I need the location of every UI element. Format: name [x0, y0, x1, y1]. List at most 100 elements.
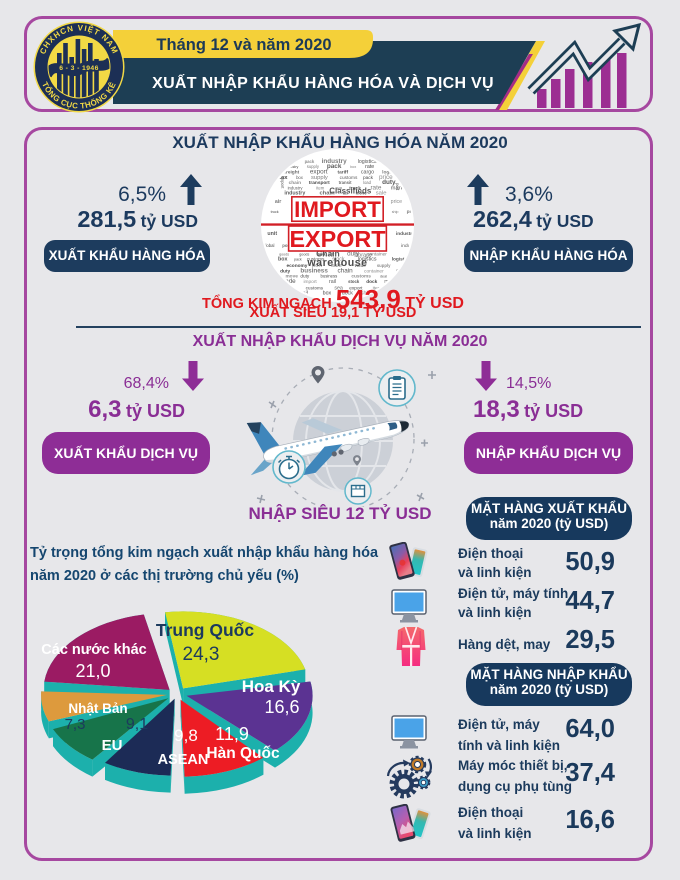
- svg-text:customs: customs: [340, 175, 358, 181]
- svg-text:Hàn Quốc: Hàn Quốc: [206, 745, 280, 762]
- svg-text:duty: duty: [382, 179, 396, 186]
- svg-text:rail: rail: [329, 279, 336, 285]
- svg-text:16,6: 16,6: [264, 697, 299, 717]
- svg-text:pack: pack: [363, 175, 374, 181]
- svg-text:duty: duty: [347, 250, 360, 257]
- svg-text:business: business: [321, 274, 338, 279]
- svg-text:air: air: [329, 251, 335, 257]
- svg-text:EU: EU: [102, 737, 123, 754]
- svg-text:move: move: [285, 275, 298, 280]
- svg-text:deal: deal: [380, 275, 387, 279]
- svg-text:freight: freight: [284, 169, 299, 175]
- svg-text:9,8: 9,8: [174, 726, 198, 745]
- svg-text:market: market: [391, 185, 409, 191]
- svg-text:logistics: logistics: [358, 257, 377, 263]
- svg-text:customs: customs: [307, 257, 325, 263]
- svg-text:box: box: [278, 257, 287, 263]
- svg-text:rate: rate: [365, 164, 374, 170]
- svg-text:IMPORT: IMPORT: [294, 197, 381, 222]
- svg-text:truck: truck: [349, 185, 361, 191]
- svg-text:export: export: [310, 168, 328, 175]
- svg-text:stock: stock: [348, 279, 360, 284]
- svg-text:11,9: 11,9: [215, 724, 249, 744]
- svg-text:industry: industry: [288, 185, 304, 190]
- svg-text:goods: goods: [299, 252, 309, 256]
- svg-text:move: move: [356, 191, 368, 196]
- svg-text:industry: industry: [285, 165, 298, 169]
- svg-text:EXPORT: EXPORT: [289, 226, 386, 252]
- svg-text:export: export: [349, 285, 363, 291]
- svg-text:cargo: cargo: [361, 169, 374, 175]
- svg-text:box: box: [323, 291, 332, 297]
- svg-text:unit: unit: [267, 231, 277, 237]
- svg-text:economy: economy: [287, 264, 308, 269]
- svg-text:24,3: 24,3: [183, 644, 220, 665]
- svg-text:industry: industry: [322, 158, 348, 165]
- svg-text:tax: tax: [343, 192, 349, 196]
- svg-text:stock: stock: [332, 257, 345, 263]
- svg-text:truck: truck: [271, 210, 279, 214]
- svg-text:chain: chain: [338, 267, 354, 274]
- svg-text:Các nước khác: Các nước khác: [41, 642, 146, 658]
- svg-text:Hoa Kỳ: Hoa Kỳ: [242, 677, 301, 696]
- svg-text:industry: industry: [284, 191, 305, 197]
- svg-text:load: load: [363, 180, 372, 185]
- svg-text:logistics: logistics: [358, 159, 377, 165]
- svg-text:duty: duty: [280, 268, 290, 274]
- svg-text:price: price: [379, 174, 393, 181]
- svg-text:dock: dock: [366, 279, 377, 285]
- svg-text:air: air: [275, 199, 281, 205]
- svg-text:business: business: [300, 267, 328, 274]
- svg-text:Chain: Chain: [316, 248, 340, 258]
- svg-text:price: price: [391, 199, 403, 205]
- svg-text:Tháng 12 và năm 2020: Tháng 12 và năm 2020: [156, 36, 331, 54]
- svg-text:box: box: [296, 175, 304, 180]
- svg-text:value: value: [355, 263, 367, 269]
- svg-text:supply: supply: [307, 164, 320, 169]
- svg-text:import: import: [304, 279, 318, 285]
- svg-text:chain: chain: [289, 180, 302, 186]
- svg-text:port: port: [282, 243, 291, 248]
- svg-text:tariff: tariff: [338, 169, 349, 175]
- svg-text:customs: customs: [351, 274, 371, 280]
- svg-text:ASEAN: ASEAN: [158, 752, 209, 768]
- svg-text:customs: customs: [306, 285, 324, 290]
- svg-text:sell: sell: [336, 186, 342, 190]
- svg-text:sea: sea: [334, 285, 343, 291]
- svg-text:duty: duty: [300, 274, 310, 280]
- svg-text:chain: chain: [319, 191, 335, 197]
- svg-text:container: container: [364, 268, 384, 274]
- svg-text:ship: ship: [392, 210, 399, 214]
- svg-text:transit: transit: [339, 180, 353, 185]
- svg-text:logistics: logistics: [392, 257, 412, 263]
- svg-text:item: item: [316, 185, 324, 190]
- svg-text:import: import: [280, 177, 285, 190]
- svg-text:box: box: [350, 165, 356, 169]
- svg-text:item: item: [373, 285, 382, 291]
- svg-text:price: price: [407, 209, 414, 215]
- svg-text:global: global: [263, 243, 274, 248]
- svg-text:Classifieds: Classifieds: [329, 187, 372, 196]
- svg-text:sale: sale: [376, 191, 387, 197]
- svg-text:XUẤT NHẬP KHẨU HÀNG HÓA VÀ DỊC: XUẤT NHẬP KHẨU HÀNG HÓA VÀ DỊCH VỤ: [152, 73, 494, 92]
- svg-text:transport: transport: [309, 180, 330, 186]
- svg-text:industry: industry: [401, 243, 414, 249]
- svg-text:storage: storage: [354, 252, 372, 258]
- svg-text:container: container: [367, 251, 387, 257]
- svg-text:Trung Quốc: Trung Quốc: [156, 620, 254, 640]
- svg-text:sale: sale: [331, 263, 342, 269]
- svg-text:7,3: 7,3: [65, 716, 86, 733]
- svg-text:trade: trade: [281, 278, 296, 285]
- svg-text:supply: supply: [311, 175, 328, 181]
- svg-text:port: port: [395, 183, 400, 191]
- svg-text:pack: pack: [327, 163, 342, 170]
- svg-text:21,0: 21,0: [75, 661, 110, 681]
- svg-text:6 - 3 - 1946: 6 - 3 - 1946: [59, 65, 99, 72]
- svg-text:goods: goods: [279, 252, 289, 256]
- svg-text:pack: pack: [305, 159, 315, 164]
- svg-text:ship: ship: [361, 291, 371, 297]
- svg-text:sea: sea: [317, 252, 325, 257]
- svg-text:supply: supply: [377, 263, 391, 268]
- svg-text:rate: rate: [370, 184, 381, 191]
- svg-text:pack: pack: [294, 258, 302, 262]
